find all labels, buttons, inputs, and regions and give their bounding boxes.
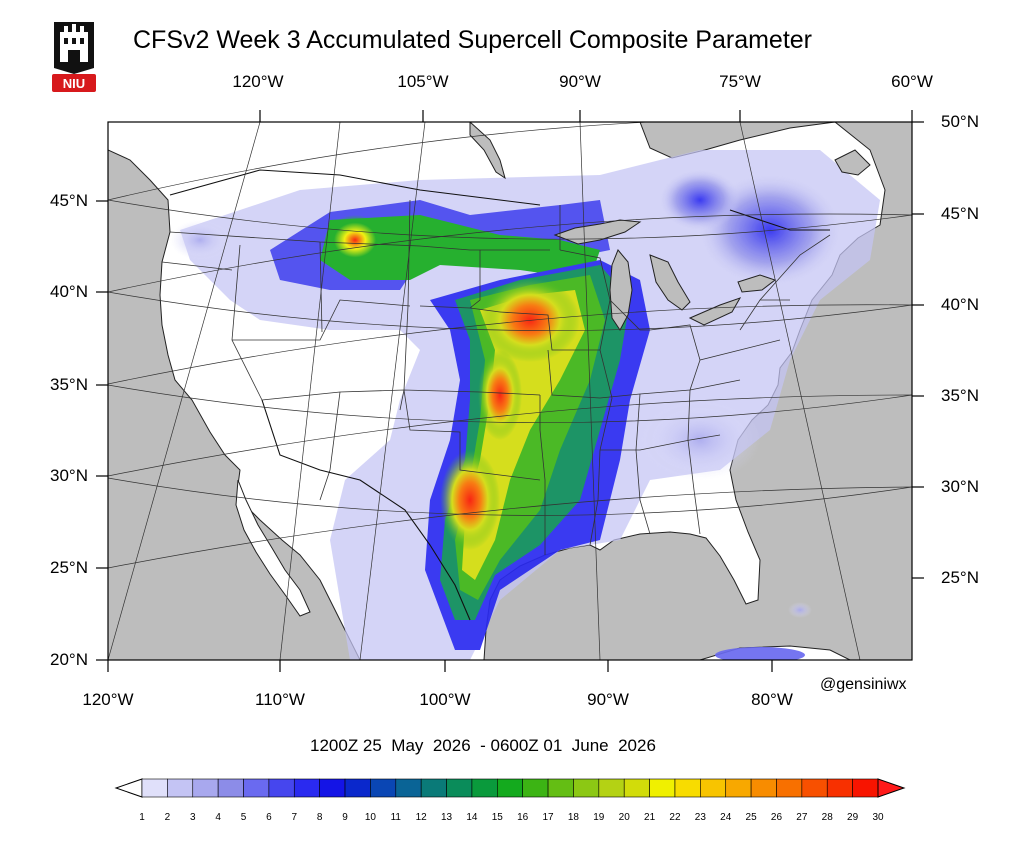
bottom-lon-label: 80°W bbox=[751, 690, 793, 709]
map-frame bbox=[107, 121, 913, 661]
colorbar-swatch bbox=[750, 778, 777, 798]
colorbar-swatch bbox=[497, 778, 523, 798]
colorbar-tick-label: 21 bbox=[644, 812, 656, 823]
scp-field bbox=[170, 150, 880, 660]
top-lon-label: 75°W bbox=[719, 72, 761, 91]
colorbar-tick-label: 3 bbox=[189, 812, 196, 823]
colorbar-tick-label: 24 bbox=[720, 812, 732, 823]
colorbar-low-arrow bbox=[114, 778, 143, 798]
state-borders bbox=[161, 199, 831, 555]
colorbar-tick-label: 11 bbox=[390, 812, 401, 823]
top-lon-label: 120°W bbox=[232, 72, 284, 91]
colorbar-tick-label: 10 bbox=[364, 812, 376, 823]
colorbar-swatch bbox=[370, 778, 397, 798]
colorbar-tick-label: 1 bbox=[139, 812, 145, 823]
colorbar-tick-label: 17 bbox=[542, 812, 554, 823]
colorbar-swatch bbox=[674, 778, 701, 798]
colorbar-tick-label: 5 bbox=[240, 812, 247, 823]
colorbar-tick-label: 29 bbox=[847, 812, 859, 823]
colorbar-tick-label: 14 bbox=[466, 812, 478, 823]
top-lon-label: 90°W bbox=[559, 72, 601, 91]
colorbar-tick-label: 2 bbox=[164, 812, 171, 823]
left-lat-label: 35°N bbox=[50, 375, 88, 394]
colorbar-swatch bbox=[826, 778, 853, 798]
colorbar-tick-label: 8 bbox=[316, 812, 323, 823]
graticule bbox=[108, 122, 912, 660]
colorbar-swatch bbox=[547, 778, 574, 798]
bottom-lon-label: 90°W bbox=[587, 690, 629, 709]
colorbar-swatch bbox=[192, 778, 219, 798]
colorbar-swatch bbox=[776, 778, 803, 798]
colorbar-high-arrow bbox=[877, 778, 906, 798]
bottom-lon-label: 100°W bbox=[419, 690, 471, 709]
right-lat-label: 35°N bbox=[941, 386, 979, 405]
colorbar-swatch bbox=[243, 778, 270, 798]
right-lat-label: 25°N bbox=[941, 568, 979, 587]
colorbar-swatch bbox=[852, 778, 879, 798]
colorbar-swatch bbox=[623, 778, 650, 798]
colorbar-swatch bbox=[471, 778, 498, 798]
colorbar-tick-label: 30 bbox=[872, 812, 884, 823]
colorbar-swatch bbox=[319, 778, 346, 798]
colorbar-tick-label: 19 bbox=[593, 812, 605, 823]
colorbar-swatch bbox=[344, 778, 371, 798]
colorbar-swatch bbox=[649, 778, 676, 798]
colorbar-tick-label: 25 bbox=[745, 812, 757, 823]
colorbar-swatch bbox=[573, 778, 600, 798]
colorbar-tick-label: 22 bbox=[669, 812, 681, 823]
left-lat-label: 30°N bbox=[50, 466, 88, 485]
top-lon-label: 60°W bbox=[891, 72, 933, 91]
colorbar-swatch bbox=[700, 778, 727, 798]
right-lat-label: 30°N bbox=[941, 477, 979, 496]
left-lat-label: 40°N bbox=[50, 282, 88, 301]
colorbar-tick-label: 7 bbox=[291, 812, 298, 823]
valid-period: 1200Z 25 May 2026 - 0600Z 01 June 2026 bbox=[310, 736, 656, 755]
left-lat-label: 20°N bbox=[50, 650, 88, 669]
colorbar-tick-label: 20 bbox=[618, 812, 630, 823]
colorbar-swatch bbox=[217, 778, 244, 798]
baja-peninsula bbox=[235, 479, 311, 617]
niu-logo: NIU bbox=[52, 22, 96, 92]
colorbar-tick-label: 23 bbox=[694, 812, 706, 823]
colorbar-tick-label: 13 bbox=[440, 812, 453, 823]
colorbar-swatch bbox=[420, 778, 447, 798]
colorbar-swatch bbox=[801, 778, 828, 798]
colorbar-swatch bbox=[395, 778, 422, 798]
colorbar-tick-label: 4 bbox=[215, 812, 221, 823]
colorbar-swatch bbox=[598, 778, 625, 798]
colorbar-swatch bbox=[446, 778, 473, 798]
left-lat-label: 25°N bbox=[50, 558, 88, 577]
right-lat-label: 45°N bbox=[941, 204, 979, 223]
bottom-lon-label: 110°W bbox=[255, 690, 305, 709]
right-lat-label: 40°N bbox=[941, 295, 979, 314]
colorbar-swatch bbox=[167, 778, 194, 798]
left-lat-label: 45°N bbox=[50, 191, 88, 210]
map-title: CFSv2 Week 3 Accumulated Supercell Compo… bbox=[133, 26, 813, 54]
axis-ticks bbox=[96, 110, 924, 672]
colorbar-swatch bbox=[141, 778, 168, 798]
logo-text: NIU bbox=[63, 76, 85, 91]
colorbar-tick-label: 12 bbox=[415, 812, 427, 823]
colorbar-tick-label: 27 bbox=[796, 812, 808, 823]
colorbar-swatch bbox=[522, 778, 549, 798]
author-credit: @gensiniwx bbox=[820, 676, 907, 693]
colorbar-swatch bbox=[725, 778, 752, 798]
colorbar-tick-label: 16 bbox=[517, 812, 529, 823]
colorbar-tick-label: 26 bbox=[770, 812, 783, 823]
right-lat-label: 50°N bbox=[941, 112, 979, 131]
bottom-lon-label: 120°W bbox=[82, 690, 134, 709]
colorbar-tick-label: 6 bbox=[266, 812, 272, 823]
colorbar-tick-label: 18 bbox=[567, 812, 579, 823]
top-lon-label: 105°W bbox=[397, 72, 449, 91]
colorbar-tick-label: 28 bbox=[821, 812, 833, 823]
colorbar-swatch bbox=[293, 778, 320, 798]
colorbar-swatch bbox=[268, 778, 295, 798]
colorbar-tick-label: 15 bbox=[491, 812, 503, 823]
colorbar-tick-label: 9 bbox=[342, 812, 348, 823]
